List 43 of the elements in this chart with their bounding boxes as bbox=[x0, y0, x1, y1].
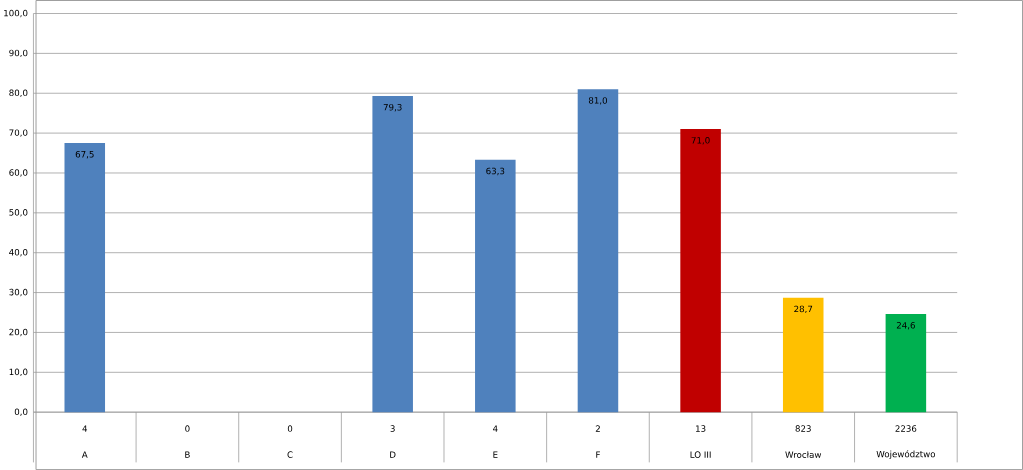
y-tick-label: 90,0 bbox=[9, 49, 28, 58]
y-tick-label: 20,0 bbox=[9, 328, 28, 337]
y-tick-label: 100,0 bbox=[4, 9, 28, 18]
y-tick-label: 50,0 bbox=[9, 209, 28, 217]
y-tick-label: 0,0 bbox=[14, 408, 28, 416]
bar bbox=[885, 314, 927, 413]
text: 3 bbox=[390, 425, 395, 432]
bar bbox=[64, 143, 106, 413]
x-tick-label: LO III bbox=[690, 451, 711, 458]
text: 2 bbox=[595, 425, 600, 432]
text: 0 bbox=[287, 425, 293, 432]
text: 4 bbox=[82, 425, 88, 432]
x-tick-label: C bbox=[287, 451, 293, 458]
y-tick-label: 80,0 bbox=[9, 89, 28, 97]
data-label: 63,3 bbox=[486, 167, 505, 176]
x-tick-label: D bbox=[390, 451, 396, 458]
bar bbox=[475, 159, 516, 413]
y-tick-label: 40,0 bbox=[9, 248, 28, 257]
text: 0 bbox=[185, 425, 190, 432]
data-label: 79,3 bbox=[383, 103, 402, 112]
y-tick-label: 70,0 bbox=[9, 129, 28, 137]
bar bbox=[782, 297, 824, 413]
x-tick-label: Wrocław bbox=[785, 451, 822, 458]
data-label: 28,7 bbox=[794, 305, 813, 314]
data-label: 71,0 bbox=[691, 137, 710, 145]
text: 4 bbox=[492, 425, 498, 432]
data-label: 24,6 bbox=[896, 321, 915, 330]
y-tick-label: 60,0 bbox=[9, 169, 28, 177]
x-tick-label: A bbox=[81, 451, 88, 458]
x-tick-label: Województwo bbox=[876, 450, 936, 459]
y-tick-label: 10,0 bbox=[9, 368, 28, 376]
text: 2236 bbox=[895, 425, 917, 432]
bar bbox=[577, 89, 619, 413]
bar bbox=[372, 96, 413, 413]
bar bbox=[680, 129, 721, 413]
x-tick-label: E bbox=[493, 451, 498, 458]
y-tick-label: 30,0 bbox=[9, 288, 28, 297]
x-tick-label: F bbox=[596, 451, 600, 458]
text: 823 bbox=[795, 425, 811, 432]
x-tick-label: B bbox=[185, 451, 190, 458]
text: 13 bbox=[696, 425, 706, 432]
data-label: 67,5 bbox=[75, 150, 94, 159]
data-label: 81,0 bbox=[588, 97, 608, 105]
